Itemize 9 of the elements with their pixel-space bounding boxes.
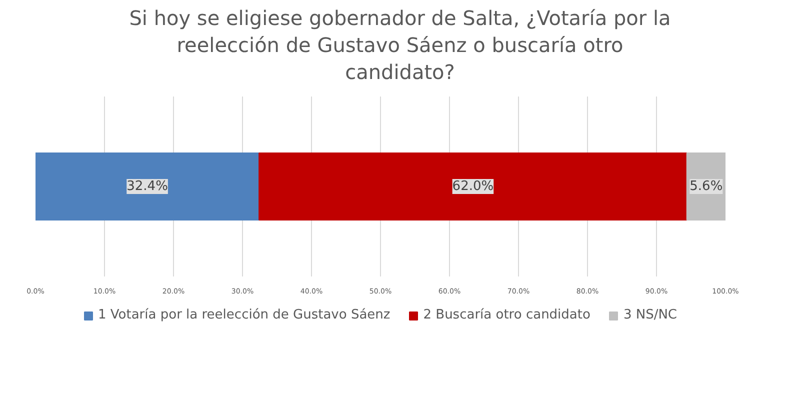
legend-label: 3 NS/NC [623,308,677,322]
data-label: 62.0% [452,179,494,194]
bar [36,152,260,221]
legend-label: 2 Buscaría otro candidato [423,308,590,322]
legend-label: 1 Votaría por la reelección de Gustavo Sáenz [98,308,390,322]
chart-title: Si hoy se eligiese gobernador de Salta, ¿Votaría por la reelección de Gustavo Sáenz o buscaría otro candidato? [128,5,672,86]
bar [258,152,688,221]
data-label: 32.4% [126,179,168,194]
data-label: 5.6% [690,179,723,194]
